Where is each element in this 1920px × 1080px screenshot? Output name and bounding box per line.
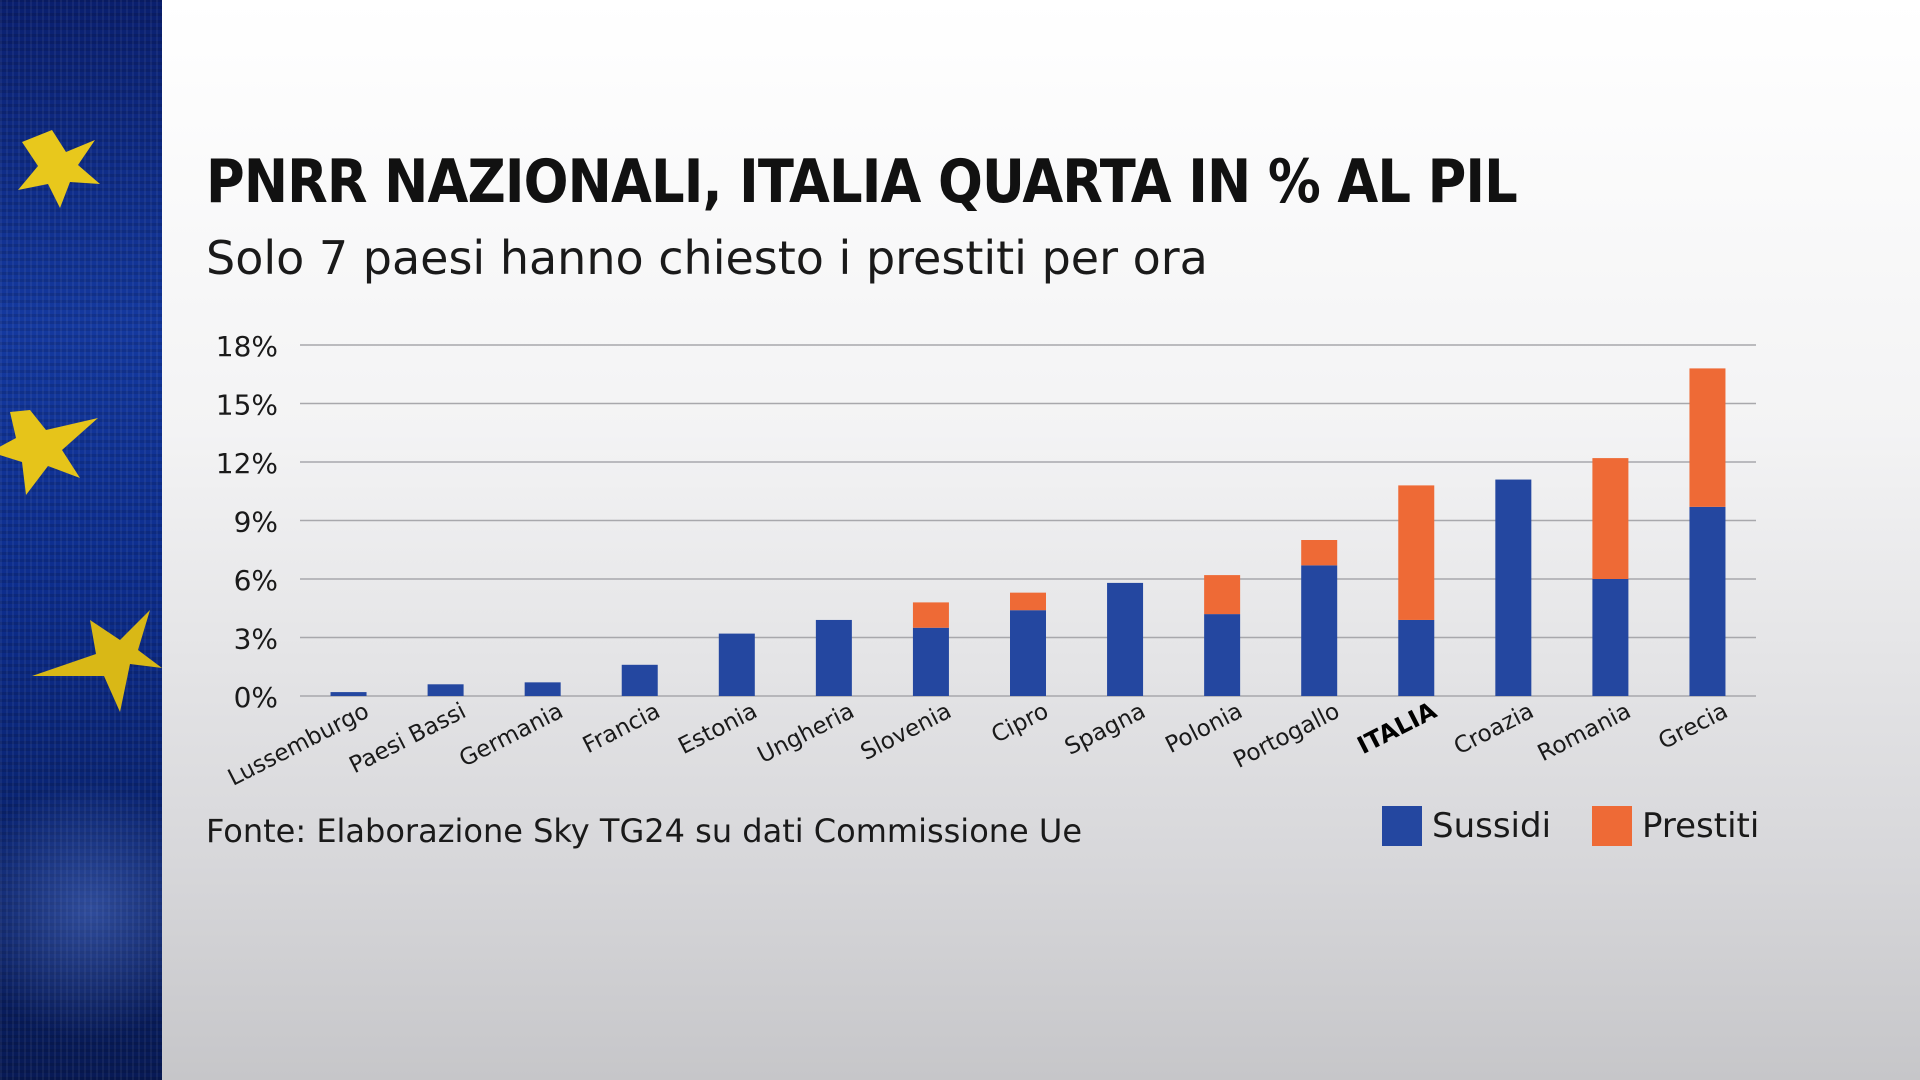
legend-swatch-sussidi: [1382, 806, 1422, 846]
x-tick-label: Romania: [1534, 698, 1635, 767]
bar-sussidi-croazia: [1495, 479, 1532, 696]
bar-sussidi-lussemburgo: [330, 692, 367, 696]
x-tick-label: ITALIA: [1353, 696, 1442, 760]
star-icon: [0, 410, 98, 495]
bar-sussidi-romania: [1592, 579, 1629, 696]
bar-sussidi-ungheria: [815, 619, 852, 696]
bar-prestiti-cipro: [1010, 592, 1046, 611]
bar-sussidi-estonia: [718, 633, 755, 696]
bar-prestiti-polonia: [1204, 575, 1241, 615]
bar-prestiti-romania: [1592, 458, 1629, 579]
star-icon: [32, 610, 162, 712]
legend-item-prestiti: Prestiti: [1592, 806, 1759, 846]
y-tick-label: 18%: [216, 330, 278, 363]
x-tick-label: Grecia: [1654, 698, 1732, 755]
x-tick-label: Croazia: [1450, 698, 1538, 760]
bar-prestiti-portogallo: [1301, 540, 1338, 566]
bar-sussidi-francia: [621, 664, 658, 696]
legend-label-prestiti: Prestiti: [1642, 806, 1760, 846]
x-tick-label: Estonia: [674, 698, 761, 760]
eu-flag-background: [0, 0, 162, 1080]
legend-item-sussidi: Sussidi: [1382, 806, 1551, 846]
y-tick-label: 3%: [234, 623, 278, 656]
x-tick-label: Slovenia: [857, 698, 956, 766]
bar-prestiti-italia: [1398, 485, 1435, 620]
bars: [330, 368, 1726, 696]
legend-label-sussidi: Sussidi: [1432, 806, 1552, 846]
bar-sussidi-germania: [524, 682, 561, 696]
bar-sussidi-paesi-bassi: [427, 684, 464, 696]
bar-prestiti-slovenia: [912, 602, 949, 628]
bar-sussidi-slovenia: [912, 627, 949, 696]
chart-title: PNRR NAZIONALI, ITALIA QUARTA IN % AL PI…: [206, 147, 1518, 217]
y-tick-label: 15%: [216, 389, 278, 422]
x-tick-label: Portogallo: [1229, 698, 1343, 773]
x-tick-label: Germania: [455, 698, 567, 772]
bar-sussidi-polonia: [1204, 614, 1241, 696]
x-tick-label: Francia: [579, 698, 665, 759]
bar-sussidi-grecia: [1689, 506, 1726, 696]
x-tick-label: Cipro: [987, 698, 1052, 748]
y-axis-ticks: 0% 3% 6% 9% 12% 15% 18%: [216, 330, 278, 714]
source-note: Fonte: Elaborazione Sky TG24 su dati Com…: [206, 812, 1083, 850]
bar-sussidi-portogallo: [1301, 565, 1338, 696]
x-tick-label: Ungheria: [754, 698, 859, 769]
y-tick-label: 0%: [234, 681, 278, 714]
y-tick-label: 12%: [216, 447, 278, 480]
y-tick-label: 9%: [234, 506, 278, 539]
y-tick-label: 6%: [234, 564, 278, 597]
fabric-glow: [0, 780, 162, 1040]
star-icon: [18, 130, 100, 208]
bar-sussidi-cipro: [1010, 610, 1046, 696]
x-tick-label: Spagna: [1061, 698, 1150, 760]
bar-sussidi-spagna: [1107, 582, 1144, 696]
bar-sussidi-italia: [1398, 619, 1435, 696]
bar-prestiti-grecia: [1689, 368, 1726, 507]
chart-subtitle: Solo 7 paesi hanno chiesto i prestiti pe…: [206, 231, 1208, 285]
legend-swatch-prestiti: [1592, 806, 1632, 846]
flag-stars: [0, 130, 162, 712]
